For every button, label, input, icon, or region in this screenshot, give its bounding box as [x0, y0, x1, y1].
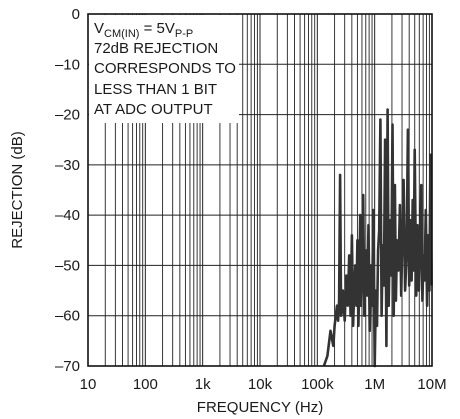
x-axis-title: FREQUENCY (Hz): [197, 399, 323, 416]
x-tick-label: 1k: [195, 376, 211, 393]
annotation-v: V: [94, 20, 104, 37]
annotation-cm-sub: CM(IN): [104, 28, 139, 40]
x-tick-label: 10k: [248, 376, 273, 393]
y-tick-label: 0: [72, 6, 80, 23]
y-tick-label: –10: [55, 56, 80, 73]
y-tick-label: –40: [55, 207, 80, 224]
x-tick-label: 10: [80, 376, 97, 393]
annotation-line-vcm: VCM(IN) = 5VP-P: [94, 20, 193, 40]
plot-frame: [87, 13, 433, 367]
y-tick-label: –50: [55, 257, 80, 274]
annotation-box: [89, 15, 239, 123]
y-tick-label: –60: [55, 308, 80, 325]
annotation-text: VCM(IN) = 5VP-P 72dB REJECTION CORRESPON…: [94, 20, 236, 118]
y-axis-title: REJECTION (dB): [9, 131, 26, 249]
rejection-series-line: [322, 108, 433, 368]
annotation-line-4: LESS THAN 1 BIT: [94, 81, 217, 98]
annotation-pp-sub: P-P: [175, 28, 193, 40]
y-tick-label: –20: [55, 107, 80, 124]
x-tick-label: 1M: [364, 376, 385, 393]
annotation-line-3: CORRESPONDS TO: [94, 60, 236, 77]
series-layer: [322, 108, 433, 368]
annotation-line-5: AT ADC OUTPUT: [94, 101, 213, 118]
y-tick-label: –30: [55, 157, 80, 174]
annotation-line-2: 72dB REJECTION: [94, 40, 218, 57]
x-tick-label: 100: [133, 376, 158, 393]
annotation-equals: = 5V: [139, 20, 174, 37]
x-tick-label: 100k: [301, 376, 334, 393]
x-tick-label: 10M: [417, 376, 446, 393]
tick-labels: 10 100 1k 10k 100k 1M 10M 0 –10 –20 –30 –40 –50 –60 –7…: [55, 6, 447, 393]
y-tick-label: –70: [55, 358, 80, 375]
plot-border: [87, 13, 433, 367]
